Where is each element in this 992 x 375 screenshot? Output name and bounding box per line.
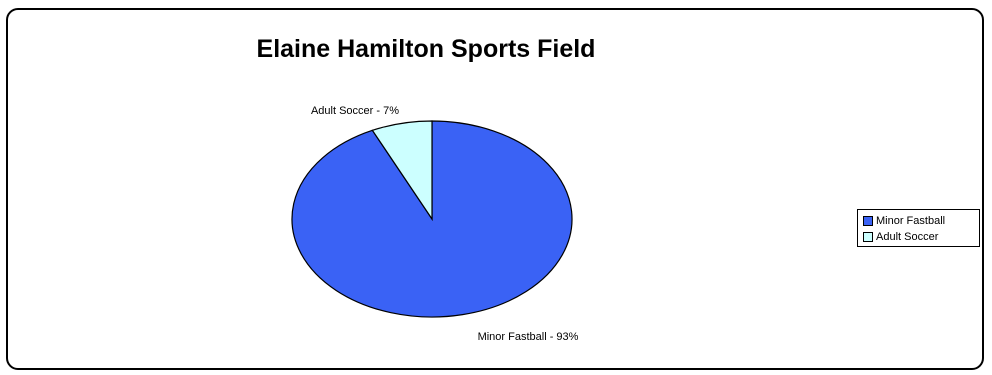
legend: Minor Fastball Adult Soccer (857, 209, 980, 247)
legend-label-adult-soccer: Adult Soccer (876, 231, 939, 243)
chart-title: Elaine Hamilton Sports Field (256, 35, 596, 63)
legend-entry-adult-soccer: Adult Soccer (863, 229, 979, 245)
chart-frame: Elaine Hamilton Sports Field Minor Fastb… (6, 8, 984, 370)
pie-slice-minor-fastball (291, 120, 573, 318)
slice-label-minor-fastball: Minor Fastball - 93% (478, 331, 579, 343)
legend-swatch-adult-soccer (863, 232, 873, 242)
legend-swatch-minor-fastball (863, 216, 873, 226)
pie-slice-adult-soccer (371, 120, 433, 221)
legend-entry-minor-fastball: Minor Fastball (863, 213, 979, 229)
slice-label-adult-soccer: Adult Soccer - 7% (311, 105, 399, 117)
legend-label-minor-fastball: Minor Fastball (876, 215, 946, 227)
pie-chart: Minor Fastball - 93% Adult Soccer - 7% (291, 105, 579, 343)
